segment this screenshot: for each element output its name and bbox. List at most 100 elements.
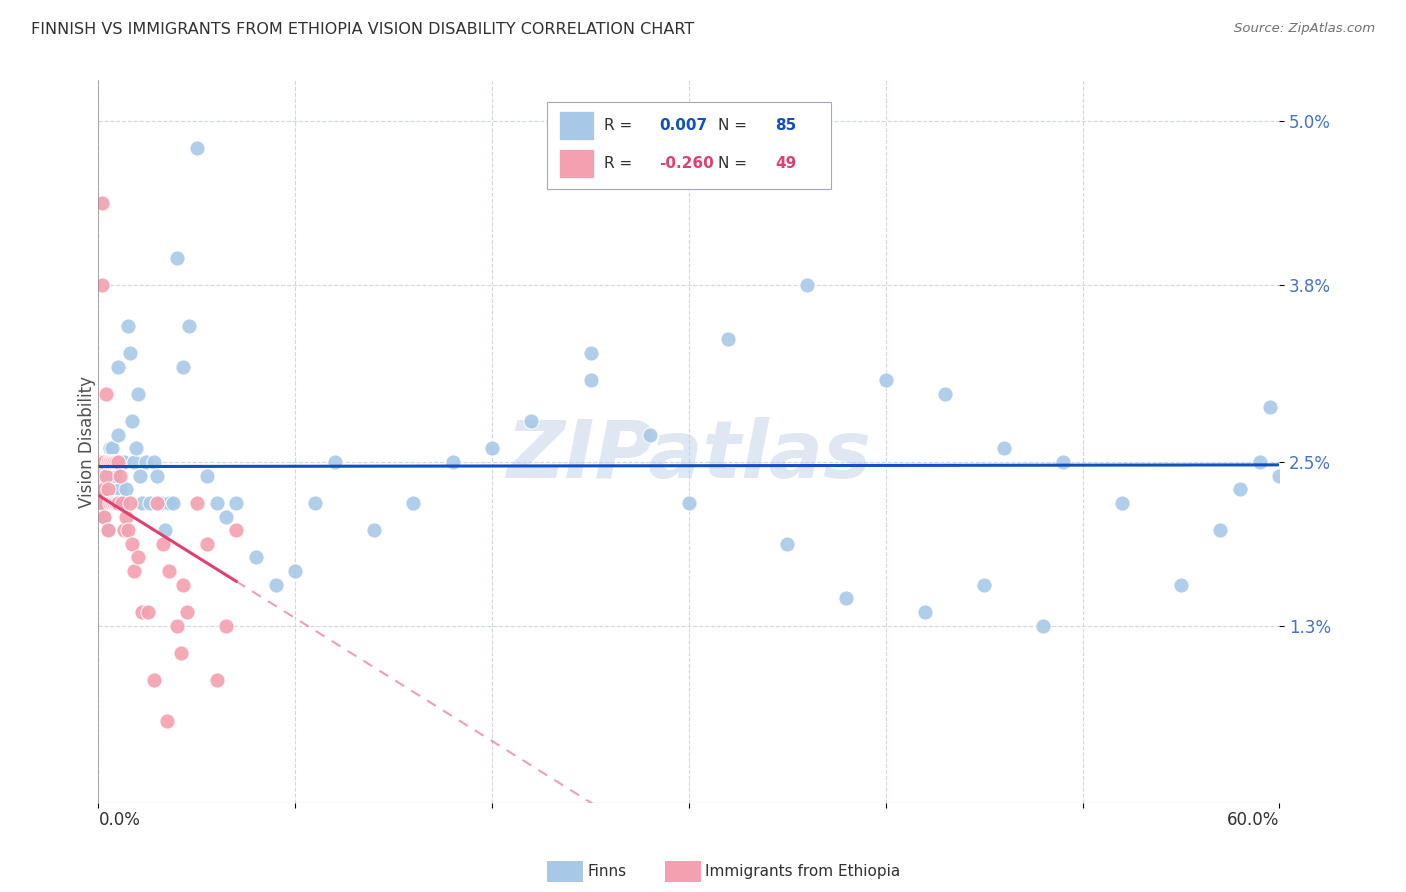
Point [98,496,121,510]
Point [142,673,165,687]
Point [138,496,160,510]
Point [579,346,602,360]
Point [93,509,115,524]
Point [97,523,120,537]
Point [166,251,188,265]
Point [115,482,138,496]
Point [195,537,218,551]
Point [91,277,114,292]
Point [835,591,858,606]
Text: FINNISH VS IMMIGRANTS FROM ETHIOPIA VISION DISABILITY CORRELATION CHART: FINNISH VS IMMIGRANTS FROM ETHIOPIA VISI… [31,22,695,37]
Point [796,277,818,292]
Point [91,496,114,510]
Text: Source: ZipAtlas.com: Source: ZipAtlas.com [1234,22,1375,36]
Text: ZIPatlas: ZIPatlas [506,417,872,495]
Text: 0.0%: 0.0% [98,812,141,830]
Text: R =: R = [605,156,637,171]
Point [172,359,194,374]
Point [107,359,129,374]
Point [186,141,208,155]
Point [1249,455,1271,469]
Point [122,564,145,578]
Point [205,673,228,687]
Point [162,496,184,510]
Text: -0.260: -0.260 [659,156,714,171]
Point [97,468,120,483]
Point [1032,618,1054,632]
Point [93,455,115,469]
Point [1209,523,1232,537]
Point [118,496,141,510]
Point [304,496,326,510]
Point [934,387,956,401]
Point [172,577,194,591]
Point [111,455,134,469]
Point [1170,577,1192,591]
Point [776,537,799,551]
Point [103,496,125,510]
Point [96,387,118,401]
Point [117,523,139,537]
Point [155,523,177,537]
Point [121,537,143,551]
Text: Immigrants from Ethiopia: Immigrants from Ethiopia [706,864,901,879]
Point [135,455,157,469]
Point [93,482,115,496]
Point [98,455,121,469]
Point [91,496,114,510]
Point [579,373,602,387]
Point [1268,468,1291,483]
Point [91,455,114,469]
Point [97,496,120,510]
Point [108,496,131,510]
Point [103,496,125,510]
FancyBboxPatch shape [560,149,595,178]
Point [520,414,543,428]
Point [215,509,238,524]
Point [128,468,150,483]
Point [89,455,111,469]
Point [107,455,129,469]
Point [96,496,118,510]
Point [152,537,174,551]
Point [101,496,124,510]
Text: 0.007: 0.007 [659,119,707,133]
Point [93,455,115,469]
Point [107,496,129,510]
Point [97,523,120,537]
Point [157,564,180,578]
Point [112,455,135,469]
Point [103,455,125,469]
Point [131,496,153,510]
Point [156,714,179,728]
Point [993,442,1015,456]
Point [284,564,307,578]
Point [914,605,936,619]
Point [112,523,135,537]
Point [127,550,149,565]
Point [108,468,131,483]
Point [146,468,169,483]
Point [101,442,124,456]
Text: R =: R = [605,119,637,133]
Point [105,455,128,469]
Point [215,618,238,632]
Text: N =: N = [718,156,752,171]
Point [166,618,188,632]
Point [91,196,114,211]
Point [107,427,129,442]
FancyBboxPatch shape [547,102,831,189]
Point [638,427,661,442]
Point [176,605,198,619]
Point [678,496,700,510]
Point [1111,496,1133,510]
Text: N =: N = [718,119,752,133]
Point [89,496,111,510]
Point [146,496,169,510]
Point [105,468,128,483]
Point [93,509,115,524]
Point [122,455,145,469]
Point [973,577,995,591]
Point [245,550,267,565]
Text: 85: 85 [775,119,796,133]
